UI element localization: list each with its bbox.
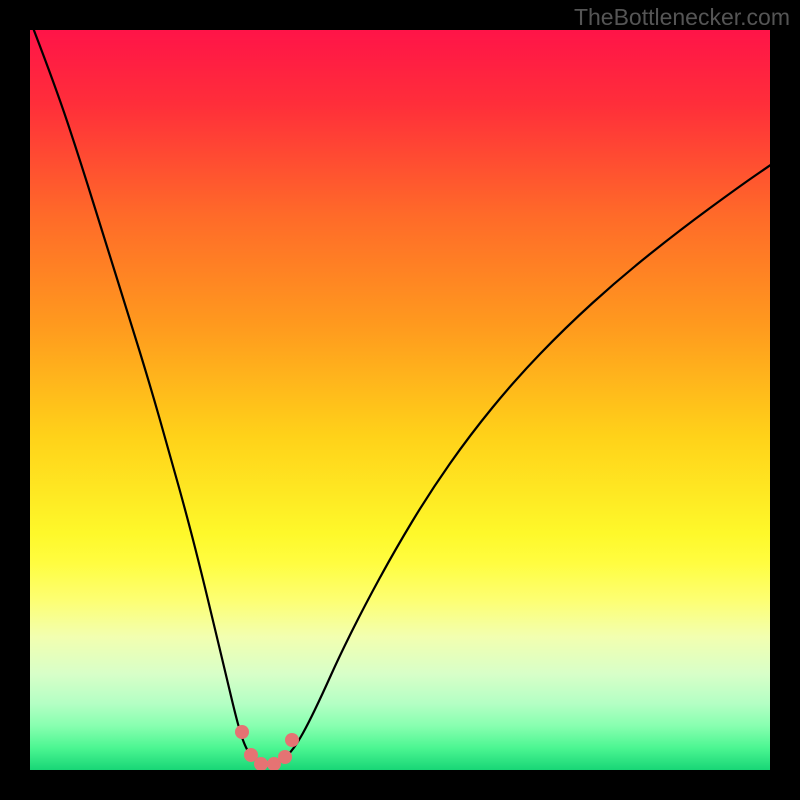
chart-background [30,30,770,770]
data-point [235,725,249,739]
frame-bottom [0,770,800,800]
watermark-text: TheBottlenecker.com [574,4,790,31]
data-point [278,750,292,764]
data-point [285,733,299,747]
frame-left [0,0,30,800]
frame-right [770,0,800,800]
chart-plot-area [30,30,770,770]
